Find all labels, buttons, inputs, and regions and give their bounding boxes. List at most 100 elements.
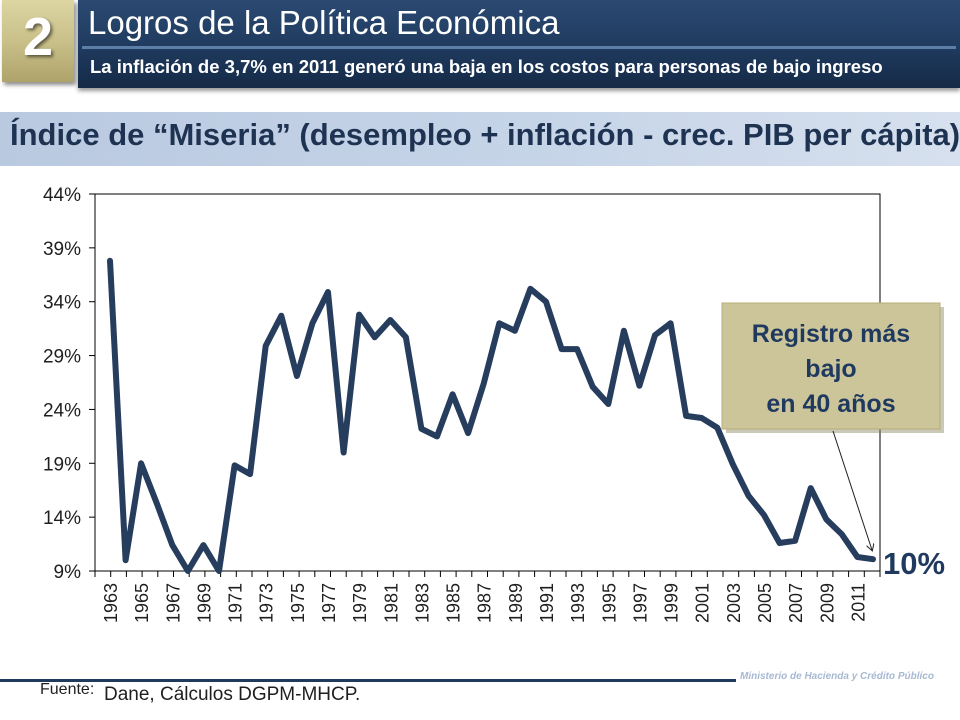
data-point [294,373,300,379]
y-tick-label: 39% [43,239,81,260]
x-tick-label: 1969 [194,583,214,623]
data-point [169,542,175,548]
data-point [122,557,129,563]
data-point [309,320,316,326]
x-tick-label: 1977 [319,583,339,623]
data-point [590,384,596,390]
header-bar [78,0,960,88]
x-tick-label: 1997 [630,583,650,623]
header-divider [82,46,956,49]
data-point [356,312,362,318]
y-tick-label: 9% [54,562,82,583]
data-point [372,334,378,340]
y-tick-label: 14% [43,508,81,529]
data-point [527,286,534,292]
callout-line: en 40 años [766,390,895,418]
data-point [792,538,798,544]
x-tick-label: 1979 [350,583,370,623]
x-tick-label: 1967 [163,583,183,623]
data-point [512,328,518,334]
data-point [418,426,425,432]
section-number: 2 [22,7,54,67]
data-point [231,462,238,469]
data-point [652,332,658,338]
x-tick-label: 2001 [693,583,713,623]
x-tick-label: 1971 [226,583,246,623]
ministry-label: Ministerio de Hacienda y Crédito Público [740,671,934,682]
data-point [185,568,191,574]
data-point [605,401,611,407]
x-tick-label: 1973 [257,583,277,623]
misery-index-line [107,257,876,574]
data-point [403,334,409,340]
callout-box [721,302,941,430]
section-number-badge: 2 [2,0,74,82]
data-point [481,380,487,387]
data-point [325,289,331,295]
callout-line: bajo [805,355,856,383]
misery-index-chart: 9% 14% 19% 24% 29% 34% 39% 44% 1963 1965 1967 1969 1… [43,185,945,623]
data-point [138,460,144,466]
data-point [776,540,783,546]
data-point [621,328,627,334]
chart-title: Índice de “Miseria” (desempleo + inflaci… [10,117,960,152]
x-tick-label: 1981 [381,583,401,623]
x-tick-label: 1999 [662,583,682,623]
source-label: Fuente: [40,681,95,698]
chart-title-band [0,112,960,166]
data-point [854,554,861,560]
data-point [839,531,845,537]
y-tick-label: 34% [43,293,81,314]
x-tick-label: 2003 [724,583,744,623]
x-tick-label: 2005 [755,583,775,623]
callout-line: Registro más [752,320,910,348]
data-point [699,415,705,421]
data-point [340,449,347,456]
lowest-record-callout: Registro más bajo en 40 años [721,302,944,433]
x-tick-label: 2009 [817,583,837,623]
data-point [107,258,113,264]
data-point [543,299,549,305]
data-point [434,433,440,439]
page-subtitle: La inflación de 3,7% en 2011 generó una … [90,56,883,77]
data-point [200,542,207,548]
data-point [761,512,767,518]
data-point [154,500,160,506]
x-tick-label: 1989 [506,583,526,623]
y-tick-label: 29% [43,347,81,368]
data-point [808,485,814,491]
data-point [730,461,736,467]
data-point [216,568,222,574]
data-point [449,391,456,397]
page-title: Logros de la Política Económica [88,4,560,41]
data-point [870,556,876,562]
data-point [683,413,689,419]
x-tick-label: 1987 [475,583,495,623]
data-point [745,493,752,499]
data-point [496,320,502,326]
x-tick-label: 2007 [786,583,806,623]
x-tick-label: 1983 [412,583,432,623]
data-point [823,516,829,522]
data-point [714,425,720,431]
x-tick-label: 1985 [444,583,464,623]
data-point [278,313,284,319]
x-tick-label: 1991 [537,583,557,623]
x-tick-label: 1965 [132,583,152,623]
y-tick-label: 19% [43,454,81,475]
data-point [558,346,565,352]
x-tick-label: 2011 [848,583,868,622]
last-value-label: 10% [883,546,945,581]
data-point [247,471,253,477]
data-point [263,343,269,349]
x-tick-label: 1993 [568,583,588,623]
y-tick-label: 24% [43,400,81,421]
source-text: Dane, Cálculos DGPM-MHCP. [104,684,361,705]
x-tick-label: 1975 [288,583,308,623]
footer-rule [0,679,736,682]
data-point [667,320,674,326]
callout-arrow [832,430,872,550]
data-point [574,346,580,352]
x-tick-label: 1963 [101,583,121,623]
data-point [636,383,643,389]
